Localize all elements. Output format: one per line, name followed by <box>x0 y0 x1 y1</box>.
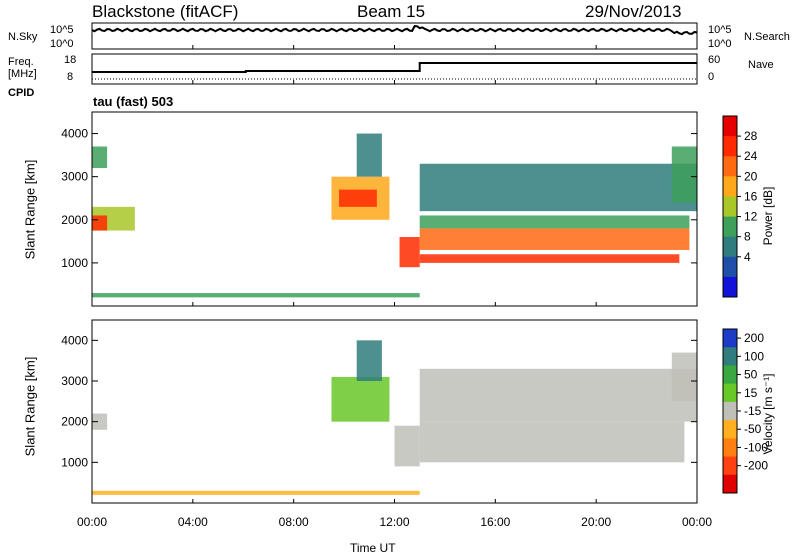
colorbar-segment <box>723 196 737 218</box>
heatmap-region <box>92 146 108 169</box>
x-tick-label: 00:00 <box>682 515 712 529</box>
x-tick-label: 16:00 <box>480 515 510 529</box>
freq-trace <box>92 62 697 73</box>
colorbar-tick-label: 12 <box>744 210 758 224</box>
colorbar-tick-label: 100 <box>744 349 764 363</box>
heatmap-region <box>339 189 377 207</box>
colorbar-tick-label: 28 <box>744 129 758 143</box>
colorbar-tick-label: 16 <box>744 189 758 203</box>
colorbar-tick-label: 15 <box>744 386 758 400</box>
nave-tick-top: 60 <box>708 54 721 66</box>
colorbar-tick-label: -50 <box>744 422 762 436</box>
colorbar-segment <box>723 383 737 403</box>
colorbar-tick-label: -200 <box>744 459 768 473</box>
nave-tick-bottom: 0 <box>708 71 715 83</box>
colorbar-tick-label: -100 <box>744 440 768 454</box>
freq-tick-bottom: 8 <box>67 71 74 83</box>
x-tick-label: 12:00 <box>379 515 409 529</box>
nsearch-label: N.Search <box>744 31 790 43</box>
heatmap-region <box>419 421 685 463</box>
heatmap-region <box>419 215 690 229</box>
colorbar-segment <box>723 456 737 476</box>
x-axis-title: Time UT <box>350 541 396 555</box>
colorbar-segment <box>723 401 737 421</box>
freq-unit-label: [MHz] <box>8 68 37 80</box>
y-tick-label: 2000 <box>61 213 88 227</box>
x-tick-label: 20:00 <box>581 515 611 529</box>
colorbar-tick-label: 200 <box>744 331 764 345</box>
colorbar-segment <box>723 438 737 458</box>
cpid-label: CPID <box>8 87 35 99</box>
cpid-text: tau (fast) 503 <box>93 94 174 109</box>
colorbar-segment <box>723 176 737 197</box>
heatmap-region <box>419 368 697 422</box>
y-tick-label: 3000 <box>61 374 88 388</box>
x-tick-label: 08:00 <box>279 515 309 529</box>
colorbar-segment <box>723 420 737 439</box>
nave-label: Nave <box>748 59 774 71</box>
colorbar-segment <box>723 216 737 238</box>
heatmap-region <box>92 215 108 231</box>
beam-title: Beam 15 <box>357 2 426 21</box>
colorbar-segment <box>723 156 737 177</box>
y-tick-label: 1000 <box>61 256 88 270</box>
heatmap-region <box>419 163 697 212</box>
colorbar-tick-label: 4 <box>744 250 751 264</box>
colorbar-segment <box>723 474 737 494</box>
colorbar-tick-label: -15 <box>744 404 762 418</box>
heatmap-region <box>399 237 420 268</box>
colorbar-segment <box>723 236 737 258</box>
heatmap-region <box>419 254 680 263</box>
colorbar-segment <box>723 256 737 278</box>
y-tick-label: 1000 <box>61 455 88 469</box>
colorbar-segment <box>723 136 737 157</box>
colorbar-segment <box>723 347 737 366</box>
nsky-tick-top: 10^5 <box>50 24 74 36</box>
heatmap-region <box>671 146 697 203</box>
x-tick-label: 00:00 <box>77 515 107 529</box>
y-tick-label: 3000 <box>61 170 88 184</box>
y-tick-label: 4000 <box>61 127 88 141</box>
heatmap-region <box>356 133 382 177</box>
freq-label: Freq. <box>8 56 34 68</box>
colorbar-frame <box>722 115 738 298</box>
colorbar-tick-label: 8 <box>744 230 751 244</box>
nsky-tick-bottom: 10^0 <box>50 38 74 50</box>
date-title: 29/Nov/2013 <box>585 2 682 21</box>
heatmap-region <box>92 490 420 495</box>
colorbar-segment <box>723 276 737 298</box>
colorbar-tick-label: 50 <box>744 368 758 382</box>
y-tick-label: 2000 <box>61 415 88 429</box>
x-tick-label: 04:00 <box>178 515 208 529</box>
nsearch-tick-bottom: 10^0 <box>708 38 732 50</box>
colorbar-tick-label: 24 <box>744 149 758 163</box>
colorbar-segment <box>723 365 737 385</box>
heatmap-region <box>331 376 390 422</box>
freq-tick-top: 18 <box>64 54 77 66</box>
heatmap-region <box>92 293 420 298</box>
colorbar-segment <box>723 116 737 137</box>
colorbar-tick-label: 20 <box>744 169 758 183</box>
radar-title: Blackstone (fitACF) <box>92 2 239 21</box>
heatmap-region <box>419 228 690 250</box>
heatmap-region <box>92 413 108 430</box>
heatmap-region <box>394 425 420 467</box>
y-tick-label: 4000 <box>61 333 88 347</box>
nsky-label: N.Sky <box>8 31 38 43</box>
colorbar-segment <box>723 329 737 348</box>
heatmap-region <box>356 340 382 381</box>
nsky-trace <box>91 25 698 36</box>
nsearch-tick-top: 10^5 <box>708 24 732 36</box>
heatmap-region <box>671 352 697 402</box>
